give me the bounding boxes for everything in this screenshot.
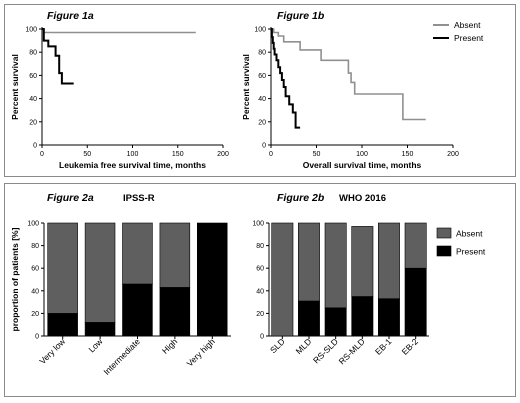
bar-present	[122, 283, 153, 337]
x-tick-label: 50	[313, 151, 321, 158]
y-tick-label: 60	[258, 73, 266, 80]
y-tick-label: 20	[256, 311, 264, 318]
bar-absent	[377, 222, 400, 299]
category-label: Intermediate	[101, 336, 142, 377]
bar-present	[197, 222, 228, 337]
category-label: High	[160, 336, 180, 356]
bar-present	[404, 267, 427, 337]
survival-line-absent	[271, 28, 426, 121]
category-label: RS-MLD	[337, 336, 367, 366]
x-tick-label: 200	[217, 151, 229, 158]
x-tick-label: 150	[402, 151, 414, 158]
bar-present	[84, 322, 116, 337]
category-label: EB-2	[400, 336, 421, 357]
category-label: EB-1	[373, 336, 394, 357]
y-axis-title: proportion of patients [%]	[10, 227, 20, 331]
y-tick-label: 100	[27, 221, 39, 228]
y-tick-label: 0	[35, 334, 39, 341]
legend-label-absent: Absent	[456, 229, 483, 239]
bar-absent	[297, 222, 320, 302]
figure-label: Figure 1b	[277, 10, 325, 22]
y-tick-label: 40	[258, 96, 266, 103]
chart-title: IPSS-R	[123, 193, 155, 204]
x-tick-label: 0	[269, 151, 273, 158]
bar-absent	[122, 222, 153, 285]
x-tick-label: 150	[172, 151, 184, 158]
bar-absent	[271, 222, 294, 337]
bar-present	[159, 287, 191, 337]
legend-swatch-absent	[436, 227, 452, 239]
proportion-charts-svg: Figure 2a IPSS-R 0 20 40 60 80 100 proportion of…	[10, 192, 486, 377]
y-tick-label: 0	[260, 334, 264, 341]
bar-absent	[159, 222, 191, 288]
y-tick-label: 40	[256, 288, 264, 295]
category-label: SLD	[268, 336, 287, 355]
figure-label: Figure 2b	[277, 192, 325, 204]
figure-label: Figure 2a	[47, 192, 94, 204]
x-tick-label: 200	[447, 151, 459, 158]
y-tick-label: 100	[252, 221, 264, 228]
chart-title: WHO 2016	[339, 193, 386, 204]
x-axis-title: Overall survival time, months	[303, 160, 422, 170]
survival-line-absent	[42, 28, 196, 34]
legend-label-present: Present	[456, 247, 486, 257]
y-axis-title: Percent survival	[241, 54, 251, 120]
bar-absent	[404, 222, 427, 269]
legend-swatch-present	[436, 245, 452, 257]
y-tick-label: 80	[258, 50, 266, 57]
figure-label: Figure 1a	[47, 10, 94, 22]
category-label: RS-SLD	[311, 336, 340, 365]
y-tick-label: 20	[258, 119, 266, 126]
y-tick-label: 0	[33, 143, 37, 150]
bar-present	[297, 300, 320, 337]
survival-panel: Figure 1a 0 20 40 60 80 100 0 50 100 150 200 Leukemi…	[4, 4, 516, 177]
proportion-panel: Figure 2a IPSS-R 0 20 40 60 80 100 proportion of…	[4, 183, 516, 397]
y-tick-label: 60	[31, 266, 39, 273]
bar-absent	[84, 222, 116, 323]
category-label: Low	[86, 336, 105, 355]
y-tick-label: 100	[25, 27, 37, 34]
y-tick-label: 20	[31, 311, 39, 318]
survival-line-present	[42, 28, 74, 85]
y-tick-label: 60	[256, 266, 264, 273]
x-tick-label: 50	[83, 151, 91, 158]
y-axis-title: Percent survival	[10, 54, 20, 120]
bar-present	[377, 298, 400, 337]
category-label: Very low	[37, 336, 67, 366]
bar-absent	[324, 222, 347, 309]
x-axis-title: Leukemia free survival time, months	[59, 160, 206, 170]
bar-present	[324, 307, 347, 337]
legend-label-present: Present	[454, 33, 484, 43]
y-tick-label: 40	[29, 96, 37, 103]
x-tick-label: 0	[40, 151, 44, 158]
x-tick-label: 100	[127, 151, 139, 158]
category-label: MLD	[294, 336, 314, 356]
y-tick-label: 100	[254, 27, 266, 34]
y-tick-label: 60	[29, 73, 37, 80]
y-tick-label: 20	[29, 119, 37, 126]
bar-present	[47, 313, 78, 337]
bar-absent	[47, 222, 78, 314]
y-tick-label: 80	[31, 243, 39, 250]
category-label: Very high	[185, 336, 217, 368]
x-tick-label: 100	[356, 151, 368, 158]
y-tick-label: 80	[29, 50, 37, 57]
bar-absent	[351, 226, 374, 297]
legend-label-absent: Absent	[454, 20, 481, 30]
y-tick-label: 0	[262, 143, 266, 150]
y-tick-label: 80	[256, 243, 264, 250]
bar-present	[351, 296, 374, 337]
y-tick-label: 40	[31, 288, 39, 295]
survival-line-present	[270, 28, 301, 129]
